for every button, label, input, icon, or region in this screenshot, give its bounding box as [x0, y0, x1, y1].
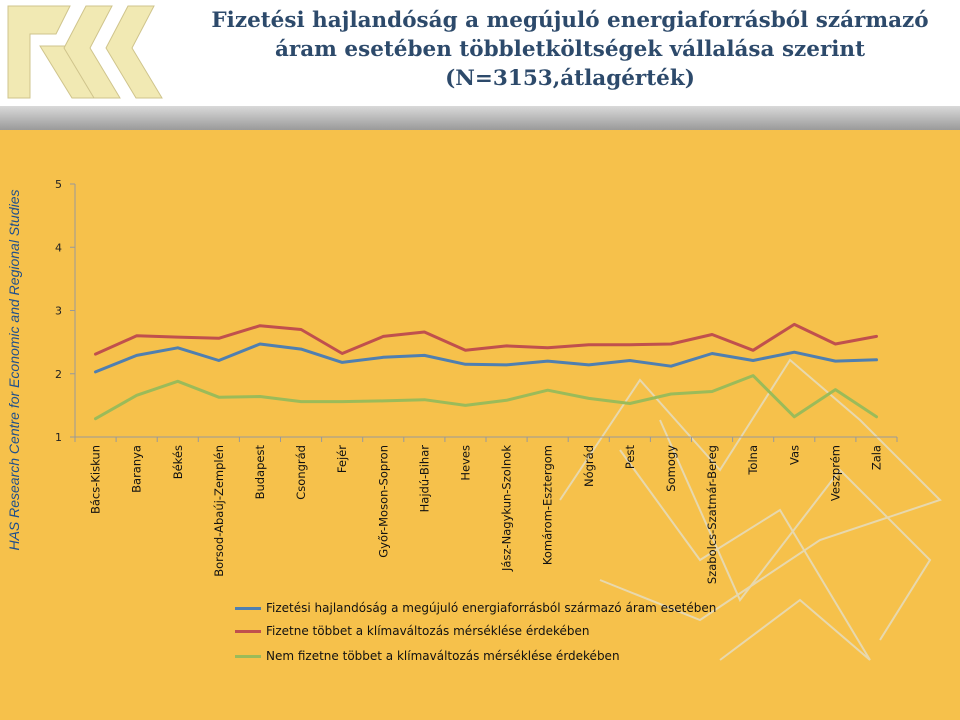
y-tick-label: 4: [55, 241, 62, 254]
y-tick-label: 5: [55, 178, 62, 191]
series-line-2: [94, 322, 878, 356]
header-divider: [0, 106, 960, 130]
x-tick-label: Győr-Moson-Sopron: [376, 445, 390, 558]
legend-entry-1: Fizetési hajlandóság a megújuló energiaf…: [235, 601, 716, 615]
legend-label: Nem fizetne többet a klímaváltozás mérsé…: [266, 649, 620, 663]
x-tick-label: Fejér: [335, 445, 349, 473]
x-tick-label: Vas: [787, 445, 801, 465]
x-tick-label: Komárom-Esztergom: [541, 445, 555, 565]
x-tick-label: Nógrád: [582, 445, 596, 487]
x-tick-label: Veszprém: [828, 445, 842, 501]
background-decoration: [559, 358, 942, 661]
legend-swatch: [235, 607, 261, 610]
y-tick-label: 3: [55, 305, 62, 318]
title-line-2: áram esetében többletköltségek vállalása…: [274, 37, 865, 62]
series-line-1: [94, 342, 878, 374]
x-tick-label: Szabolcs-Szatmár-Bereg: [705, 445, 719, 584]
chart-axes: 1 2 3 4 5 Bács-Kiskun Baranya Békés Borsod-Abaúj…: [55, 178, 898, 584]
x-tick-label: Tolna: [746, 445, 760, 476]
x-tick-label: Budapest: [253, 445, 267, 500]
legend-entry-3: Nem fizetne többet a klímaváltozás mérsé…: [235, 649, 620, 663]
x-tick-label: Csongrád: [294, 445, 308, 500]
y-tick-label: 2: [55, 368, 62, 381]
legend-entry-2: Fizetne többet a klímaváltozás mérséklés…: [235, 624, 590, 638]
title-line-1: Fizetési hajlandóság a megújuló energiaf…: [211, 8, 929, 33]
legend-label: Fizetési hajlandóság a megújuló energiaf…: [266, 601, 717, 615]
x-tick-label: Pest: [623, 445, 637, 470]
x-tick-label: Baranya: [130, 445, 144, 493]
x-tick-label: Hajdú-Bihar: [417, 445, 431, 513]
series-line-3: [94, 374, 878, 421]
x-tick-label: Zala: [869, 445, 883, 470]
title-line-3: (N=3153,átlagérték): [445, 66, 695, 91]
y-tick-label: 1: [55, 431, 62, 444]
x-tick-label: Heves: [458, 445, 472, 481]
legend-swatch: [235, 655, 261, 658]
legend-swatch: [235, 630, 261, 633]
logo: [7, 5, 163, 99]
slide-title: Fizetési hajlandóság a megújuló energiaf…: [185, 6, 955, 93]
x-tick-label: Bács-Kiskun: [89, 445, 103, 514]
legend-label: Fizetne többet a klímaváltozás mérséklés…: [266, 624, 590, 638]
x-tick-label: Jász-Nagykun-Szolnok: [500, 445, 514, 572]
x-tick-label: Somogy: [664, 445, 678, 492]
chart-series: [94, 322, 878, 421]
x-tick-label: Békés: [171, 445, 185, 479]
x-tick-label: Borsod-Abaúj-Zemplén: [212, 445, 226, 577]
